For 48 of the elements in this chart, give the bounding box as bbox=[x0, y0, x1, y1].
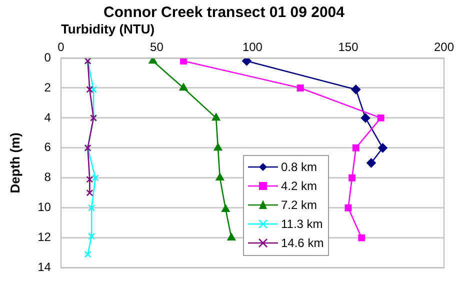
legend-label: 14.6 km bbox=[281, 236, 324, 250]
point bbox=[84, 250, 92, 258]
legend-label: 0.8 km bbox=[281, 160, 318, 174]
point bbox=[86, 189, 94, 196]
x-tick-label: 50 bbox=[150, 40, 164, 54]
y-tick-label: 14 bbox=[38, 260, 52, 274]
x-tick-label: 200 bbox=[434, 40, 454, 54]
x-tick-label: 100 bbox=[242, 40, 263, 54]
y-tick-label: 12 bbox=[38, 230, 52, 244]
legend-label: 11.3 km bbox=[281, 217, 323, 232]
point bbox=[377, 114, 384, 122]
legend-label: 7.2 km bbox=[281, 198, 318, 212]
point bbox=[378, 143, 388, 153]
legend-label: 4.2 km bbox=[281, 179, 318, 194]
x-tick-label: 150 bbox=[338, 40, 359, 54]
point bbox=[216, 173, 224, 181]
y-axis-title: Depth (m) bbox=[7, 132, 22, 194]
point bbox=[88, 204, 96, 212]
y-tick-label: 10 bbox=[38, 200, 52, 214]
point bbox=[358, 234, 366, 242]
chart-title: Connor Creek transect 01 09 2004 bbox=[104, 4, 346, 22]
x-axis-title: Turbidity (NTU) bbox=[60, 21, 155, 36]
point bbox=[179, 83, 188, 91]
y-tick-label: 2 bbox=[44, 80, 52, 94]
y-tick-label: 8 bbox=[44, 170, 52, 184]
point bbox=[86, 176, 94, 183]
point bbox=[351, 84, 361, 94]
x-tick-label: 0 bbox=[58, 40, 65, 54]
point bbox=[180, 58, 188, 64]
y-tick-label: 4 bbox=[44, 110, 52, 124]
y-tick-label: 0 bbox=[44, 50, 52, 64]
point bbox=[344, 204, 352, 212]
point bbox=[366, 158, 376, 168]
point bbox=[148, 58, 157, 64]
point bbox=[86, 86, 94, 93]
point bbox=[242, 58, 252, 66]
point bbox=[90, 86, 97, 93]
point bbox=[296, 84, 304, 92]
point bbox=[92, 174, 99, 182]
point bbox=[214, 143, 222, 151]
point bbox=[360, 113, 370, 123]
point bbox=[352, 144, 360, 152]
point bbox=[222, 204, 230, 212]
point bbox=[212, 113, 220, 121]
point bbox=[88, 232, 96, 240]
y-tick-label: 6 bbox=[44, 140, 52, 154]
point bbox=[227, 233, 236, 240]
point bbox=[348, 174, 356, 182]
